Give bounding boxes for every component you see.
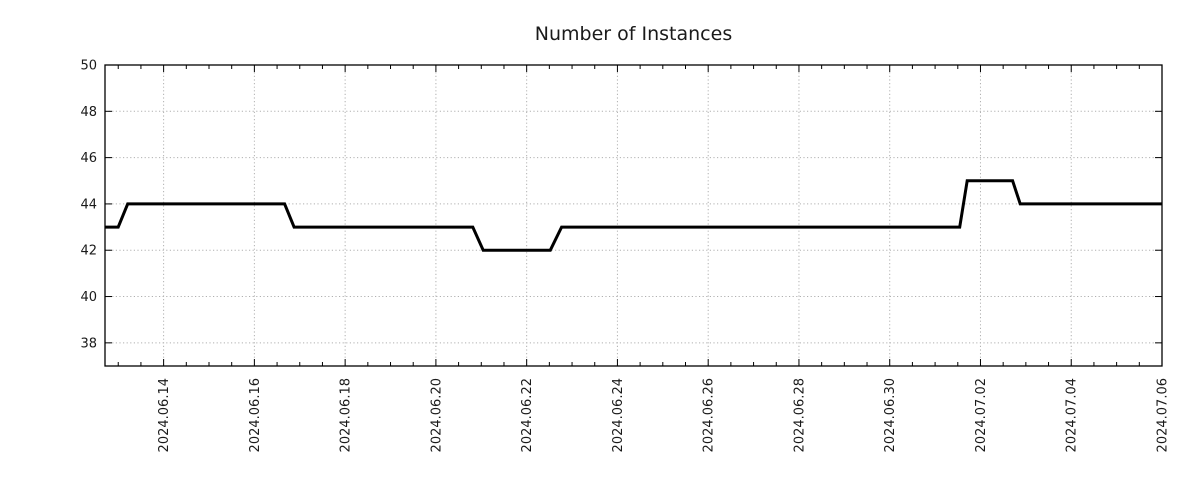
axis-tick-labels: 38 40 42 44 46 48 50 2024.06.14 2024.06.16 2024.0… bbox=[80, 59, 1170, 453]
y-tick-label: 42 bbox=[80, 244, 97, 259]
data-line bbox=[105, 179, 1162, 252]
y-tick-label: 50 bbox=[80, 59, 97, 74]
x-tick-label: 2024.07.04 bbox=[1065, 378, 1080, 452]
chart-title: Number of Instances bbox=[535, 23, 732, 45]
x-tick-label: 2024.06.30 bbox=[883, 378, 898, 452]
x-tick-label: 2024.06.14 bbox=[157, 378, 172, 452]
x-tick-label: 2024.07.02 bbox=[974, 378, 989, 452]
y-tick-label: 44 bbox=[80, 197, 97, 212]
plot-frame bbox=[104, 64, 1163, 367]
x-tick-label: 2024.06.28 bbox=[792, 378, 807, 452]
x-tick-label: 2024.06.26 bbox=[702, 378, 717, 452]
series-instances bbox=[105, 179, 1162, 252]
x-tick-label: 2024.07.06 bbox=[1156, 378, 1171, 452]
gridlines bbox=[105, 64, 1163, 366]
x-tick-label: 2024.06.20 bbox=[429, 378, 444, 452]
x-tick-label: 2024.06.18 bbox=[339, 378, 354, 452]
x-tick-label: 2024.06.22 bbox=[520, 378, 535, 452]
y-tick-label: 38 bbox=[80, 336, 97, 351]
y-tick-label: 46 bbox=[80, 151, 97, 166]
x-tick-label: 2024.06.24 bbox=[611, 378, 626, 452]
axis-ticks bbox=[105, 64, 1163, 366]
y-tick-label: 40 bbox=[80, 290, 97, 305]
x-tick-label: 2024.06.16 bbox=[248, 378, 263, 452]
y-tick-label: 48 bbox=[80, 105, 97, 120]
plot-border bbox=[104, 64, 1163, 367]
